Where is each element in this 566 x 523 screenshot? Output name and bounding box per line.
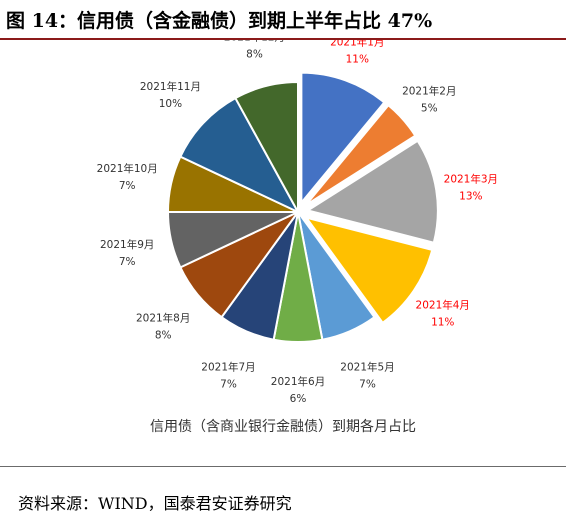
slice-label-8: 2021年8月	[136, 312, 190, 325]
slice-label-2: 2021年2月	[402, 84, 456, 97]
slice-value-6: 6%	[290, 393, 307, 405]
pie-slice-2	[304, 103, 417, 207]
slice-label-9: 2021年9月	[100, 238, 154, 251]
pie-slice-11	[179, 96, 301, 215]
title-divider	[0, 38, 566, 40]
slice-label-5: 2021年5月	[340, 361, 394, 374]
chart-caption: 信用债（含商业银行金融债）到期各月占比	[150, 419, 416, 435]
slice-value-10: 7%	[119, 180, 136, 192]
slice-value-8: 8%	[155, 330, 172, 342]
slice-value-4: 11%	[431, 316, 454, 328]
pie-chart-svg: 2021年1月 11% 2021年2月 5% 2021年3月 13% 2021年4月 11% 2…	[97, 40, 498, 405]
slice-label-7: 2021年7月	[201, 361, 255, 374]
slice-label-10: 2021年10月	[97, 162, 158, 175]
pie-chart: 2021年1月 11% 2021年2月 5% 2021年3月 13% 2021年4月 11% 2…	[0, 40, 566, 440]
slice-label-1: 2021年1月	[330, 40, 384, 48]
slice-label-4: 2021年4月	[416, 298, 470, 311]
pie-slice-12	[234, 80, 299, 213]
slice-label-6: 2021年6月	[271, 375, 325, 388]
pie-slice-3	[305, 139, 439, 244]
slice-value-7: 7%	[220, 379, 237, 391]
slice-value-1: 11%	[346, 53, 369, 65]
figure-title: 图 14：信用债（含金融债）到期上半年占比 47%	[6, 10, 433, 32]
pie-slice-4	[303, 215, 434, 325]
slice-value-2: 5%	[421, 102, 438, 114]
slice-value-5: 7%	[359, 379, 376, 391]
pie-slice-1	[300, 71, 386, 206]
slice-value-11: 10%	[159, 98, 182, 110]
source-divider	[0, 466, 566, 467]
slice-label-3: 2021年3月	[444, 173, 498, 186]
source-note: 资料来源：WIND，国泰君安证券研究	[18, 494, 292, 513]
slice-value-12: 8%	[246, 48, 263, 60]
slice-value-3: 13%	[459, 191, 482, 203]
slice-label-12: 2021年12月	[224, 40, 285, 43]
slice-label-11: 2021年11月	[140, 80, 201, 93]
slice-value-9: 7%	[119, 256, 136, 268]
